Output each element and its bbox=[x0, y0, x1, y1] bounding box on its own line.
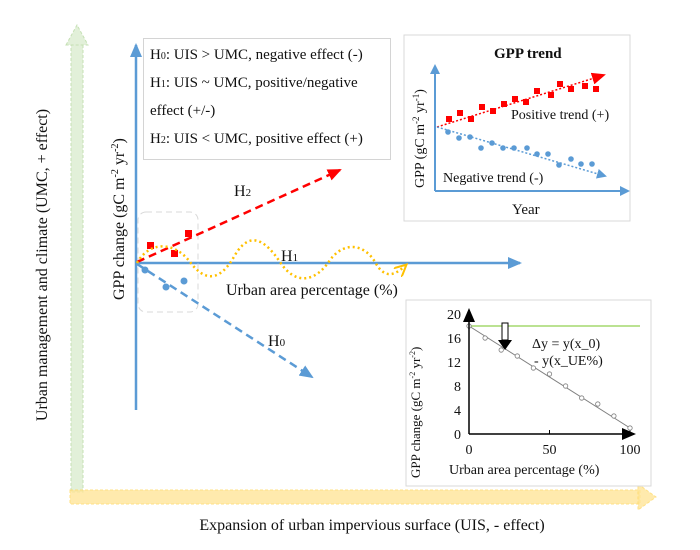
inset-y-ticks: 0 4 8 12 16 20 bbox=[447, 308, 461, 443]
umc-axis-arrow bbox=[65, 23, 89, 493]
inset-x-tick-label: 100 bbox=[620, 443, 641, 458]
inset-y-tick-label: 8 bbox=[454, 380, 461, 395]
gpp-trend-inset: GPP trend GPP (gC m-2 yr-1) Year Posit bbox=[403, 34, 631, 222]
negative-trend-line bbox=[436, 126, 607, 179]
h2-point bbox=[185, 230, 192, 237]
h0-point bbox=[180, 277, 188, 285]
uis-axis-arrow bbox=[69, 483, 657, 511]
inset-x-tick-label: 50 bbox=[543, 443, 557, 458]
delta-annotation-line1: Δy = y(x_0) bbox=[532, 337, 601, 352]
inset-y-tick-label: 20 bbox=[447, 308, 461, 323]
gpp-trend-y-label: GPP (gC m-2 yr-1) bbox=[411, 89, 428, 188]
umc-axis-label: Urban management and climate (UMC, + eff… bbox=[34, 109, 51, 421]
h0-point bbox=[141, 266, 149, 274]
delta-arrow bbox=[498, 322, 512, 350]
hypothesis-h1-cont: effect (+/-) bbox=[150, 103, 216, 119]
hypothesis-legend: H0: UIS > UMC, negative effect (-) H1: U… bbox=[143, 38, 391, 160]
inset-data-point bbox=[579, 395, 585, 401]
gpp-change-inset: GPP change (gC m-2 yr-2) 0 4 8 12 16 20 0 50 10… bbox=[405, 299, 652, 487]
uis-axis-label: Expansion of urban impervious surface (U… bbox=[199, 517, 544, 534]
main-y-axis-label: GPP change (gC m-2 yr-2) bbox=[110, 138, 128, 300]
inset-x-label: Urban area percentage (%) bbox=[449, 463, 600, 478]
inset-data-point bbox=[514, 353, 520, 359]
gpp-trend-x-label: Year bbox=[512, 202, 540, 218]
inset-y-label: GPP change (gC m-2 yr-2) bbox=[408, 347, 423, 478]
positive-trend-label: Positive trend (+) bbox=[511, 108, 609, 123]
gpp-trend-title: GPP trend bbox=[494, 46, 562, 62]
inset-x-ticks: 0 50 100 bbox=[466, 430, 641, 458]
inset-y-tick-label: 4 bbox=[454, 404, 461, 419]
inset-y-tick-label: 12 bbox=[447, 356, 461, 371]
h2-trend-line bbox=[136, 168, 342, 264]
inset-data-point bbox=[498, 347, 504, 353]
inset-data-point bbox=[595, 401, 601, 407]
h0-label: H0 bbox=[268, 333, 286, 350]
negative-trend-label: Negative trend (-) bbox=[443, 171, 544, 186]
hypothesis-h2: H2: UIS < UMC, positive effect (+) bbox=[150, 131, 363, 147]
h2-point bbox=[147, 242, 154, 249]
h0-point bbox=[162, 283, 170, 291]
negative-trend-points bbox=[445, 129, 595, 168]
inset-x-tick-label: 0 bbox=[466, 443, 473, 458]
inset-data-point bbox=[611, 413, 617, 419]
main-x-axis-label: Urban area percentage (%) bbox=[226, 282, 398, 299]
h1-trend-line bbox=[135, 239, 405, 280]
inset-data-point bbox=[482, 335, 488, 341]
positive-trend-points bbox=[446, 81, 599, 122]
fit-line bbox=[468, 325, 631, 429]
inset-data-point bbox=[562, 383, 569, 389]
h2-point bbox=[171, 250, 178, 257]
inset-data-point bbox=[546, 371, 553, 377]
inset-data-point bbox=[627, 425, 633, 431]
inset-y-tick-label: 0 bbox=[454, 428, 461, 443]
h1-label: H1 bbox=[281, 248, 298, 265]
delta-annotation-line2: - y(x_UE%) bbox=[534, 354, 603, 369]
positive-trend-line bbox=[436, 72, 606, 128]
h0-trend-line bbox=[136, 262, 314, 379]
inset-data-point bbox=[530, 365, 537, 371]
inset-y-tick-label: 16 bbox=[447, 332, 461, 347]
hypothesis-h1: H1: UIS ~ UMC, positive/negative bbox=[150, 75, 358, 91]
h2-label: H2 bbox=[234, 183, 251, 200]
hypothesis-h0: H0: UIS > UMC, negative effect (-) bbox=[150, 47, 363, 63]
